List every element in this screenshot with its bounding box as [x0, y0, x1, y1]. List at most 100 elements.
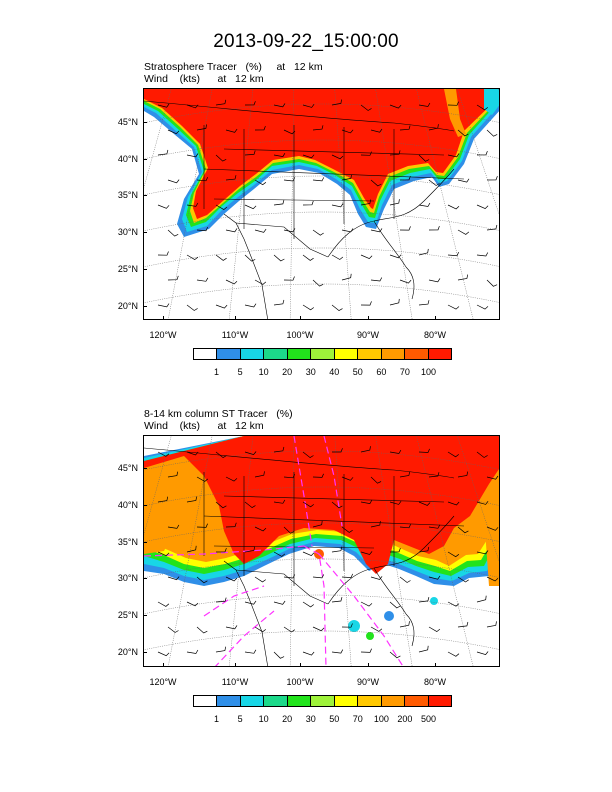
- panel2-colorbar-box: [194, 696, 218, 706]
- wind-barb: [370, 228, 383, 233]
- panel1-colorbar-label: 40: [329, 367, 340, 377]
- wind-barb: [486, 475, 499, 480]
- wind-barb: [186, 202, 199, 207]
- wind-barb: [273, 200, 285, 206]
- panel1-colorbar-box: [240, 349, 265, 359]
- wind-barb: [225, 625, 238, 630]
- panel2-colorbar-label: 200: [397, 714, 413, 724]
- wind-barb: [360, 254, 373, 260]
- panel1-colorbar-label: 60: [376, 367, 387, 377]
- wind-barb: [457, 274, 469, 281]
- panel1-colorbar-label: 20: [282, 367, 293, 377]
- wind-barb: [254, 576, 267, 583]
- wind-barb: [215, 501, 227, 509]
- panel1-colorbar-label: 1: [214, 367, 220, 377]
- wind-barb: [225, 279, 238, 285]
- panel2-colorbar-label: 100: [373, 714, 389, 724]
- wind-barb: [157, 251, 169, 256]
- wind-barb: [273, 299, 285, 306]
- wind-barb: [225, 228, 238, 233]
- panel2-colorbar-box: [358, 696, 382, 706]
- wind-barb: [389, 104, 402, 109]
- panel1-tracer-field: [144, 89, 499, 237]
- panel1-lat-label-35: 35°N: [117, 190, 138, 200]
- wind-barb: [399, 471, 411, 478]
- wind-barb: [167, 179, 180, 184]
- wind-barb: [486, 129, 498, 137]
- panel2-tracer-field: [144, 436, 499, 640]
- panel2-colorbar-label: 50: [329, 714, 340, 724]
- panel2-lon-label-110: 110°W: [221, 677, 249, 687]
- panel1-colorbar-box: [334, 349, 359, 359]
- wind-barb: [331, 597, 343, 603]
- panel1-title-line2: Wind (kts) at 12 km: [144, 73, 264, 85]
- wind-barb: [486, 279, 498, 287]
- wind-barb: [360, 199, 372, 206]
- wind-barb: [302, 103, 315, 108]
- wind-barb: [157, 303, 170, 308]
- wind-barb: [157, 496, 169, 503]
- panel2-title-line1: 8-14 km column ST Tracer (%): [144, 408, 293, 420]
- wind-barb: [244, 303, 257, 308]
- wind-barb: [486, 175, 498, 181]
- wind-barb: [157, 149, 169, 156]
- wind-barb: [312, 520, 323, 528]
- panel1-lat-label-30: 30°N: [117, 227, 138, 237]
- wind-barb: [254, 228, 267, 233]
- wind-barb: [186, 451, 199, 456]
- wind-barb: [331, 203, 344, 208]
- wind-barb: [457, 621, 469, 628]
- wind-barb: [447, 501, 460, 506]
- wind-barb: [389, 150, 401, 156]
- wind-barb: [225, 476, 238, 482]
- wind-barb: [167, 626, 179, 633]
- wind-barb: [273, 153, 286, 157]
- wind-barb: [244, 600, 257, 605]
- panel2-lat-label-20: 20°N: [117, 647, 138, 657]
- wind-barb: [244, 150, 256, 156]
- wind-barb: [167, 275, 179, 281]
- wind-barb: [399, 621, 410, 628]
- panel2-colorbar-label: 1: [214, 714, 220, 724]
- wind-barb: [360, 551, 373, 555]
- wind-barb: [157, 551, 170, 557]
- wind-barb: [418, 546, 430, 553]
- wind-barb: [418, 501, 431, 506]
- wind-barb: [447, 601, 460, 607]
- panel1-latlon-grid: [144, 89, 499, 319]
- panel1-colorbar-box: [217, 349, 241, 359]
- wind-barb: [476, 204, 489, 210]
- wind-barb: [389, 449, 402, 454]
- wind-barb: [157, 601, 170, 607]
- panel1-colorbar-label: 30: [305, 367, 316, 377]
- wind-barb: [331, 99, 342, 106]
- wind-barb: [186, 153, 199, 158]
- panel2-colorbar-box: [240, 696, 265, 706]
- wind-barb: [254, 179, 267, 186]
- wind-barb: [215, 154, 227, 162]
- panel2-colorbar-label: 5: [237, 714, 243, 724]
- wind-barb: [302, 651, 315, 656]
- wind-barb: [418, 300, 430, 306]
- wind-barb: [312, 574, 325, 579]
- wind-barb: [244, 501, 256, 509]
- panel1-colorbar-box: [381, 349, 406, 359]
- wind-barb: [399, 524, 412, 529]
- wind-barb: [399, 576, 411, 583]
- wind-barb: [225, 576, 238, 582]
- panel2-title-line2: Wind (kts) at 12 km: [144, 420, 264, 432]
- wind-barb: [418, 645, 429, 653]
- wind-barb: [186, 649, 199, 654]
- wind-barb: [283, 129, 296, 135]
- wind-barb: [225, 175, 237, 181]
- wind-barb: [215, 597, 227, 603]
- wind-barb: [457, 526, 469, 534]
- wind-barb: [370, 179, 382, 187]
- panel1-colorbar-label: 10: [258, 367, 269, 377]
- wind-barb: [244, 101, 256, 106]
- wind-barb: [360, 499, 373, 504]
- wind-barb: [360, 104, 372, 111]
- wind-barb: [273, 551, 286, 557]
- wind-barb: [167, 524, 180, 529]
- wind-barb: [225, 128, 238, 133]
